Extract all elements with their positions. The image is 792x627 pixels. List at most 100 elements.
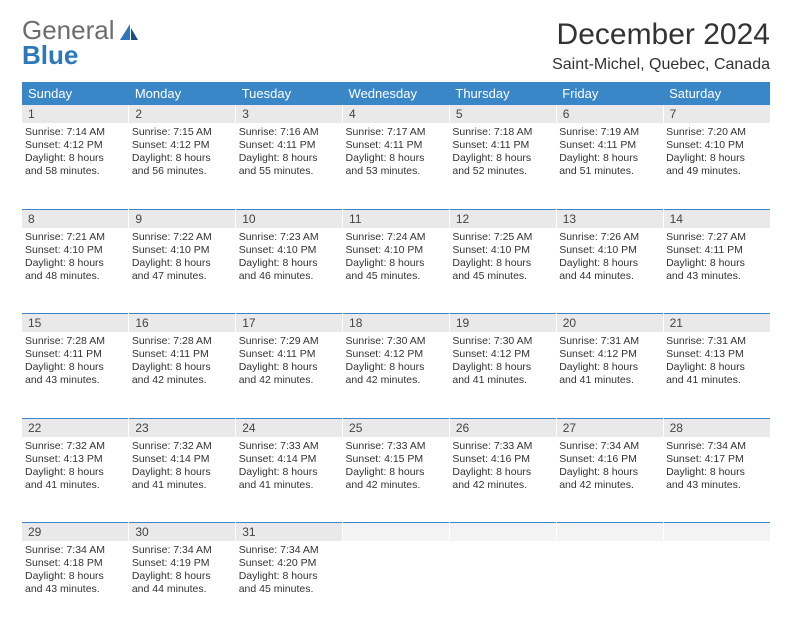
sunrise-line: Sunrise: 7:33 AM [239, 440, 340, 453]
day-cell: Sunrise: 7:34 AMSunset: 4:16 PMDaylight:… [556, 437, 663, 523]
day-number: 10 [236, 209, 343, 228]
day-number: 25 [343, 418, 450, 437]
day-cell: Sunrise: 7:33 AMSunset: 4:16 PMDaylight:… [449, 437, 556, 523]
day-number: 9 [129, 209, 236, 228]
sunset-value: 4:10 PM [277, 244, 316, 256]
day-number: 24 [236, 418, 343, 437]
day-header: Saturday [663, 82, 770, 105]
day-number: 8 [22, 209, 129, 228]
sunset-line: Sunset: 4:10 PM [559, 244, 660, 257]
sunrise-value: 7:15 AM [173, 126, 212, 138]
day-cell: Sunrise: 7:32 AMSunset: 4:13 PMDaylight:… [22, 437, 129, 523]
day-number: 11 [343, 209, 450, 228]
sunset-line: Sunset: 4:15 PM [346, 453, 447, 466]
sunrise-label: Sunrise: [452, 126, 493, 138]
daylight-line-1: Daylight: 8 hours [132, 570, 233, 583]
sunrise-value: 7:19 AM [601, 126, 640, 138]
sunset-label: Sunset: [132, 557, 171, 569]
title-block: December 2024 Saint-Michel, Quebec, Cana… [552, 18, 770, 76]
sunset-value: 4:10 PM [705, 139, 744, 151]
sunset-value: 4:14 PM [277, 453, 316, 465]
daylight-line-2: and 43 minutes. [25, 374, 126, 387]
day-cell: Sunrise: 7:22 AMSunset: 4:10 PMDaylight:… [129, 228, 236, 314]
sunrise-line: Sunrise: 7:27 AM [666, 231, 767, 244]
sunrise-line: Sunrise: 7:30 AM [452, 335, 553, 348]
sunset-label: Sunset: [132, 453, 171, 465]
day-number: 31 [236, 523, 343, 542]
sunset-label: Sunset: [25, 244, 64, 256]
sunset-line: Sunset: 4:11 PM [452, 139, 553, 152]
sunset-label: Sunset: [346, 348, 385, 360]
logo-word-blue: Blue [22, 40, 78, 70]
daylight-line-2: and 43 minutes. [25, 583, 126, 596]
day-cell: Sunrise: 7:34 AMSunset: 4:18 PMDaylight:… [22, 541, 129, 627]
daylight-line-1: Daylight: 8 hours [346, 152, 447, 165]
sunset-value: 4:16 PM [598, 453, 637, 465]
day-number-row: 293031 [22, 523, 770, 542]
sunset-label: Sunset: [239, 139, 278, 151]
sunrise-line: Sunrise: 7:15 AM [132, 126, 233, 139]
sunset-value: 4:12 PM [598, 348, 637, 360]
daylight-line-2: and 45 minutes. [346, 270, 447, 283]
day-cell: Sunrise: 7:24 AMSunset: 4:10 PMDaylight:… [343, 228, 450, 314]
daylight-line-2: and 44 minutes. [559, 270, 660, 283]
sunset-label: Sunset: [132, 244, 171, 256]
sunrise-line: Sunrise: 7:21 AM [25, 231, 126, 244]
daylight-line-2: and 45 minutes. [239, 583, 340, 596]
sunset-line: Sunset: 4:10 PM [239, 244, 340, 257]
sunrise-label: Sunrise: [559, 335, 600, 347]
daylight-line-2: and 47 minutes. [132, 270, 233, 283]
sunset-value: 4:17 PM [705, 453, 744, 465]
sunrise-label: Sunrise: [239, 231, 280, 243]
sunset-value: 4:11 PM [598, 139, 636, 151]
sunrise-value: 7:16 AM [280, 126, 319, 138]
daylight-line-1: Daylight: 8 hours [666, 257, 767, 270]
daylight-line-1: Daylight: 8 hours [25, 152, 126, 165]
day-cell: Sunrise: 7:26 AMSunset: 4:10 PMDaylight:… [556, 228, 663, 314]
sunrise-label: Sunrise: [452, 231, 493, 243]
day-cell: Sunrise: 7:31 AMSunset: 4:13 PMDaylight:… [663, 332, 770, 418]
daylight-line-2: and 41 minutes. [666, 374, 767, 387]
sunset-value: 4:10 PM [64, 244, 103, 256]
sunrise-label: Sunrise: [346, 335, 387, 347]
sunrise-label: Sunrise: [346, 440, 387, 452]
day-number-row: 1234567 [22, 105, 770, 123]
sunrise-label: Sunrise: [132, 335, 173, 347]
sunset-value: 4:19 PM [170, 557, 209, 569]
day-number: 6 [556, 105, 663, 123]
sunset-label: Sunset: [132, 348, 171, 360]
sunset-value: 4:12 PM [64, 139, 103, 151]
daylight-line-2: and 42 minutes. [559, 479, 660, 492]
daylight-line-1: Daylight: 8 hours [132, 361, 233, 374]
daylight-line-2: and 41 minutes. [559, 374, 660, 387]
sunset-label: Sunset: [25, 557, 64, 569]
sunrise-label: Sunrise: [132, 440, 173, 452]
sunrise-label: Sunrise: [559, 440, 600, 452]
sunrise-line: Sunrise: 7:22 AM [132, 231, 233, 244]
sunrise-line: Sunrise: 7:33 AM [346, 440, 447, 453]
week-row: Sunrise: 7:28 AMSunset: 4:11 PMDaylight:… [22, 332, 770, 418]
day-number: 2 [129, 105, 236, 123]
day-number-row: 22232425262728 [22, 418, 770, 437]
day-number: 17 [236, 314, 343, 333]
daylight-line-1: Daylight: 8 hours [559, 257, 660, 270]
sunrise-value: 7:21 AM [66, 231, 105, 243]
week-row: Sunrise: 7:21 AMSunset: 4:10 PMDaylight:… [22, 228, 770, 314]
day-number [343, 523, 450, 542]
sunrise-label: Sunrise: [239, 126, 280, 138]
sunset-value: 4:20 PM [277, 557, 316, 569]
sunrise-value: 7:29 AM [280, 335, 319, 347]
daylight-line-1: Daylight: 8 hours [25, 361, 126, 374]
day-number: 12 [449, 209, 556, 228]
sunrise-line: Sunrise: 7:28 AM [25, 335, 126, 348]
sunrise-value: 7:24 AM [387, 231, 426, 243]
daylight-line-1: Daylight: 8 hours [239, 361, 340, 374]
sunrise-value: 7:33 AM [387, 440, 426, 452]
sunset-line: Sunset: 4:12 PM [559, 348, 660, 361]
sunset-value: 4:12 PM [491, 348, 530, 360]
sunrise-label: Sunrise: [666, 126, 707, 138]
day-number: 1 [22, 105, 129, 123]
day-header: Friday [556, 82, 663, 105]
sunrise-label: Sunrise: [132, 126, 173, 138]
daylight-line-2: and 56 minutes. [132, 165, 233, 178]
